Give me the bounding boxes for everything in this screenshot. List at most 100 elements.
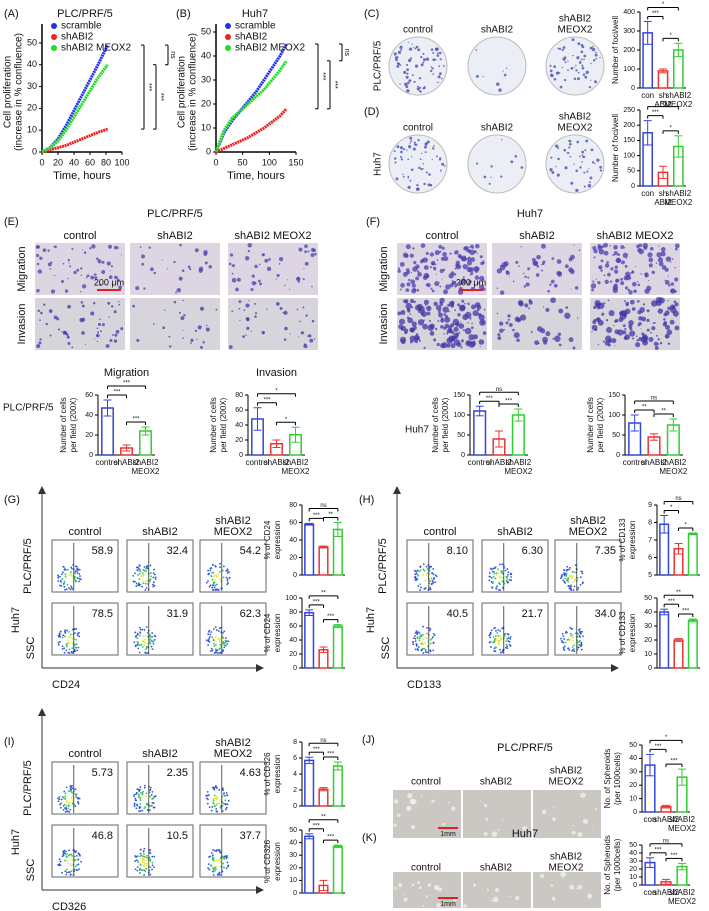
cell [64, 289, 69, 293]
event [136, 804, 139, 807]
cell [81, 317, 86, 322]
event [135, 807, 138, 810]
cell [610, 267, 614, 271]
panel-label: (G) [4, 494, 20, 506]
cell [609, 245, 612, 247]
cell [166, 268, 169, 270]
cell [468, 341, 476, 348]
gate-percent: 6.30 [522, 545, 543, 557]
cell [664, 324, 671, 330]
event [223, 866, 225, 869]
cell [515, 895, 520, 901]
colony [432, 73, 434, 75]
cell [311, 285, 313, 288]
event [578, 631, 581, 633]
bar [473, 410, 487, 456]
event [139, 867, 142, 870]
event [565, 630, 568, 633]
cell [153, 271, 157, 275]
gate-percent: 8.10 [447, 545, 468, 557]
event [74, 579, 77, 582]
event [215, 810, 218, 813]
event [146, 856, 148, 859]
cell [278, 257, 284, 262]
cell [551, 257, 555, 260]
cell [650, 300, 658, 307]
column-header: shABI2 [570, 515, 605, 527]
event [418, 639, 421, 642]
event [63, 803, 66, 806]
event [218, 570, 221, 573]
event [213, 786, 216, 789]
event [225, 576, 228, 579]
y-axis-label: expression [273, 521, 282, 560]
cell [132, 304, 135, 308]
cell [312, 248, 316, 253]
cell [631, 337, 635, 340]
event [574, 564, 577, 566]
cell [475, 266, 478, 269]
cell [113, 334, 115, 336]
colony [417, 48, 421, 52]
event [493, 570, 496, 573]
cell [99, 283, 102, 287]
event [149, 564, 152, 567]
sig-label: * [684, 523, 687, 529]
event [497, 572, 500, 575]
cell [439, 302, 444, 306]
event [422, 568, 425, 571]
event [62, 583, 65, 585]
colony [557, 47, 560, 50]
colony [422, 52, 425, 55]
cell [540, 243, 546, 249]
event [224, 799, 227, 802]
event [563, 573, 565, 576]
column-header: shABI2 [480, 777, 513, 788]
colony [407, 185, 411, 189]
event [499, 635, 502, 638]
event [214, 626, 217, 628]
x-tick-label: con [644, 888, 657, 897]
x-tick-label: MEOX2 [668, 897, 697, 906]
colony [425, 171, 428, 174]
cell [641, 311, 643, 314]
y-tick-label: 0 [461, 452, 465, 459]
cell [569, 269, 575, 275]
cell [93, 273, 97, 276]
colony [411, 74, 414, 77]
sig-label: *** [132, 417, 140, 423]
cell [92, 301, 96, 305]
colony [564, 56, 567, 59]
cell [598, 302, 605, 309]
cell [674, 325, 680, 331]
arrow-head [256, 664, 264, 672]
cell [307, 335, 309, 337]
cell [208, 264, 213, 269]
cell [419, 886, 422, 890]
event [429, 638, 432, 641]
cell [49, 334, 52, 337]
event [63, 797, 66, 800]
event [145, 859, 148, 862]
y-tick-label: 250 [623, 107, 635, 114]
event [501, 651, 504, 653]
cell [636, 335, 638, 337]
event [413, 637, 415, 640]
x-tick-label: shABI2 [505, 458, 531, 467]
colony [490, 165, 493, 168]
event [213, 645, 216, 647]
colony [408, 58, 412, 63]
colony [583, 171, 586, 174]
cell [458, 304, 466, 312]
cell [420, 312, 424, 316]
cell [593, 305, 597, 310]
event [219, 566, 222, 569]
event [423, 647, 426, 650]
cell [37, 309, 40, 313]
colony [550, 73, 553, 77]
event [213, 788, 216, 791]
cell [247, 243, 253, 248]
event [228, 576, 231, 579]
column-header: MEOX2 [214, 526, 253, 538]
cell [485, 817, 489, 821]
